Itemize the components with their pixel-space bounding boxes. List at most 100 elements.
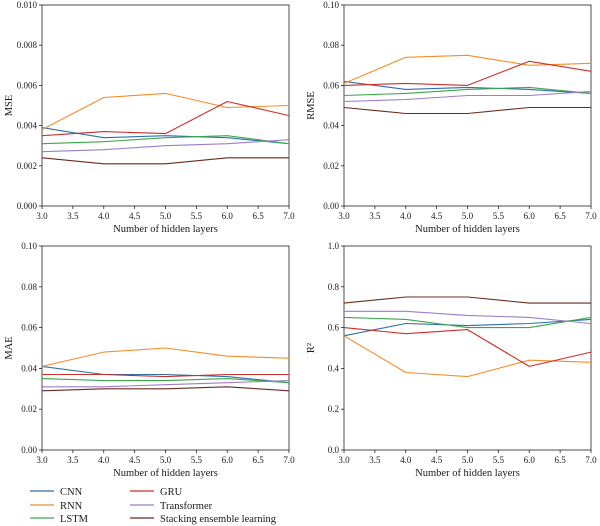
legend-label-stacking-ensemble-learning: Stacking ensemble learning bbox=[160, 514, 277, 525]
chart-mae: 3.0 3.5 4.0 4.5 5.0 5.5 6.0 6.5 7.0 0.00 0.02 0.04 0… bbox=[4, 241, 295, 479]
x-tick-label: 7.0 bbox=[283, 211, 295, 221]
series-line-gru bbox=[343, 60, 592, 86]
x-tick-label: 5.5 bbox=[493, 211, 505, 221]
x-tick-label: 6.5 bbox=[253, 211, 265, 221]
series-line-rnn bbox=[41, 347, 290, 367]
series-line-lstm bbox=[41, 378, 290, 384]
y-tick-label: 0.6 bbox=[328, 323, 340, 333]
y-tick-label: 0.8 bbox=[328, 282, 340, 292]
x-axis-label: Number of hidden layers bbox=[113, 468, 218, 479]
y-tick-label: 0.06 bbox=[323, 80, 339, 90]
x-tick-label: 4.5 bbox=[431, 455, 443, 465]
series-line-rnn bbox=[343, 54, 592, 84]
y-tick-label: 0.004 bbox=[17, 121, 38, 131]
y-tick-label: 0.4 bbox=[328, 363, 340, 373]
y-tick-label: 0.2 bbox=[328, 404, 339, 414]
series-line-cnn bbox=[41, 127, 290, 145]
legend: CNN RNN LSTM GRU Transformer Stacking ensembl… bbox=[30, 487, 277, 525]
series-line-stacking-ensemble-learning bbox=[343, 106, 591, 115]
y-axis-label: RMSE bbox=[306, 91, 317, 120]
series-line-rnn bbox=[343, 335, 592, 378]
y-tick-label: 0.002 bbox=[17, 161, 37, 171]
legend-label-cnn: CNN bbox=[60, 487, 83, 498]
x-tick-label: 5.5 bbox=[191, 211, 203, 221]
y-tick-label: 0.10 bbox=[323, 0, 339, 10]
y-tick-label: 0.10 bbox=[21, 241, 37, 251]
plot-frame bbox=[41, 4, 290, 207]
series-line-transformer bbox=[344, 310, 592, 325]
y-tick-label: 0.04 bbox=[21, 363, 37, 373]
y-axis-label: MAE bbox=[4, 336, 15, 359]
x-tick-label: 5.5 bbox=[493, 455, 505, 465]
plot-frame bbox=[343, 245, 592, 451]
x-axis-label: Number of hidden layers bbox=[113, 224, 218, 235]
x-tick-label: 3.5 bbox=[67, 455, 79, 465]
x-tick-label: 3.0 bbox=[36, 455, 48, 465]
x-tick-label: 6.0 bbox=[524, 455, 536, 465]
x-tick-label: 6.5 bbox=[555, 455, 567, 465]
chart-r2: 3.0 3.5 4.0 4.5 5.0 5.5 6.0 6.5 7.0 0.0 0.2 0.4 0.6 0… bbox=[306, 241, 597, 479]
x-tick-label: 3.0 bbox=[338, 455, 350, 465]
series-line-gru bbox=[343, 327, 592, 367]
chart-rmse: 3.0 3.5 4.0 4.5 5.0 5.5 6.0 6.5 7.0 0.00 0.02 0.04 0… bbox=[306, 0, 597, 235]
series-line-lstm bbox=[343, 86, 592, 97]
legend-label-gru: GRU bbox=[160, 487, 183, 498]
x-tick-label: 4.0 bbox=[400, 455, 412, 465]
y-tick-label: 0.04 bbox=[323, 121, 339, 131]
y-tick-label: 0.00 bbox=[323, 201, 339, 211]
x-tick-label: 3.5 bbox=[369, 211, 381, 221]
x-tick-label: 3.5 bbox=[369, 455, 381, 465]
series-line-cnn bbox=[343, 318, 592, 337]
y-axis-label: R² bbox=[306, 343, 317, 353]
x-axis-label: Number of hidden layers bbox=[415, 224, 520, 235]
y-tick-label: 0.02 bbox=[21, 404, 37, 414]
y-tick-label: 0.0 bbox=[328, 445, 340, 455]
x-tick-label: 7.0 bbox=[585, 455, 597, 465]
series-line-gru bbox=[41, 100, 290, 137]
series-line-stacking-ensemble-learning bbox=[343, 296, 591, 304]
y-tick-label: 0.000 bbox=[17, 201, 38, 211]
x-tick-label: 6.0 bbox=[222, 211, 234, 221]
y-tick-label: 0.00 bbox=[21, 445, 37, 455]
x-tick-label: 4.0 bbox=[98, 211, 110, 221]
legend-label-rnn: RNN bbox=[60, 501, 83, 512]
x-tick-label: 5.0 bbox=[160, 211, 172, 221]
x-tick-label: 3.0 bbox=[36, 211, 48, 221]
x-tick-label: 6.5 bbox=[253, 455, 265, 465]
y-tick-label: 0.02 bbox=[323, 161, 339, 171]
series-line-transformer bbox=[42, 380, 290, 388]
x-tick-label: 4.5 bbox=[431, 211, 443, 221]
x-tick-label: 4.5 bbox=[129, 455, 141, 465]
series-line-cnn bbox=[343, 80, 592, 94]
x-tick-label: 5.0 bbox=[462, 211, 474, 221]
y-tick-label: 1.0 bbox=[328, 241, 340, 251]
series-line-cnn bbox=[41, 365, 290, 384]
y-tick-label: 0.008 bbox=[17, 40, 38, 50]
x-tick-label: 5.0 bbox=[160, 455, 172, 465]
series-line-transformer bbox=[41, 139, 290, 153]
series-line-lstm bbox=[41, 135, 290, 145]
legend-label-transformer: Transformer bbox=[160, 501, 213, 512]
chart-mse: 3.0 3.5 4.0 4.5 5.0 5.5 6.0 6.5 7.0 0.000 0.002 0.0… bbox=[4, 0, 295, 235]
x-tick-label: 6.0 bbox=[524, 211, 536, 221]
y-tick-label: 0.06 bbox=[21, 323, 37, 333]
x-tick-label: 3.0 bbox=[338, 211, 350, 221]
plot-frame bbox=[343, 4, 592, 207]
series-line-rnn bbox=[41, 92, 290, 131]
x-tick-label: 5.0 bbox=[462, 455, 474, 465]
x-tick-label: 4.5 bbox=[129, 211, 141, 221]
series-line-stacking-ensemble-learning bbox=[41, 157, 289, 165]
y-tick-label: 0.006 bbox=[17, 80, 38, 90]
x-axis-label: Number of hidden layers bbox=[415, 468, 520, 479]
series-line-stacking-ensemble-learning bbox=[41, 386, 290, 392]
series-line-gru bbox=[42, 373, 289, 378]
x-tick-label: 6.0 bbox=[222, 455, 234, 465]
x-tick-label: 6.5 bbox=[555, 211, 567, 221]
y-tick-label: 0.010 bbox=[17, 0, 38, 10]
legend-label-lstm: LSTM bbox=[60, 514, 89, 525]
y-tick-label: 0.08 bbox=[323, 40, 339, 50]
x-tick-label: 3.5 bbox=[67, 211, 79, 221]
series-line-transformer bbox=[343, 90, 592, 103]
y-tick-label: 0.08 bbox=[21, 282, 37, 292]
